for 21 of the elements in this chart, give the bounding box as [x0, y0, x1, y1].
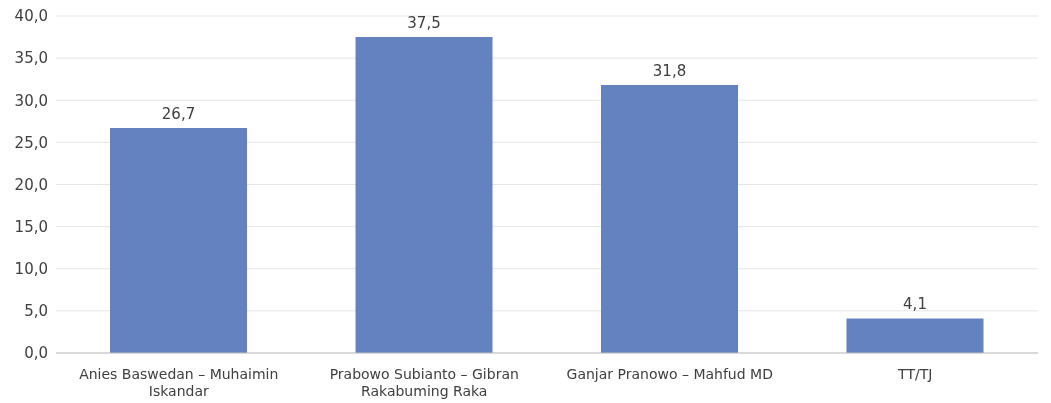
y-tick-label: 15,0 [14, 217, 48, 236]
x-tick-label: Ganjar Pranowo – Mahfud MD [566, 366, 773, 382]
y-tick-label: 5,0 [24, 302, 48, 321]
x-tick-label: Prabowo Subianto – Gibran Rakabuming Raka [329, 366, 519, 399]
y-tick-label: 30,0 [14, 91, 48, 110]
bar [846, 318, 984, 353]
data-label: 26,7 [161, 105, 196, 124]
data-label: 4,1 [903, 295, 927, 314]
bar [601, 85, 739, 353]
y-tick-label: 20,0 [14, 175, 48, 194]
y-tick-label: 25,0 [14, 133, 48, 152]
x-tick-label: TT/TJ [897, 366, 933, 382]
data-label: 37,5 [407, 14, 441, 33]
y-tick-label: 10,0 [14, 260, 48, 279]
y-tick-label: 0,0 [24, 344, 48, 363]
y-tick-label: 35,0 [14, 49, 48, 68]
data-label: 31,8 [652, 62, 687, 81]
x-tick-label: Anies Baswedan – Muhaimin Iskandar [79, 366, 279, 399]
bar [355, 37, 493, 353]
y-tick-label: 40,0 [14, 7, 48, 26]
bar [110, 128, 248, 353]
